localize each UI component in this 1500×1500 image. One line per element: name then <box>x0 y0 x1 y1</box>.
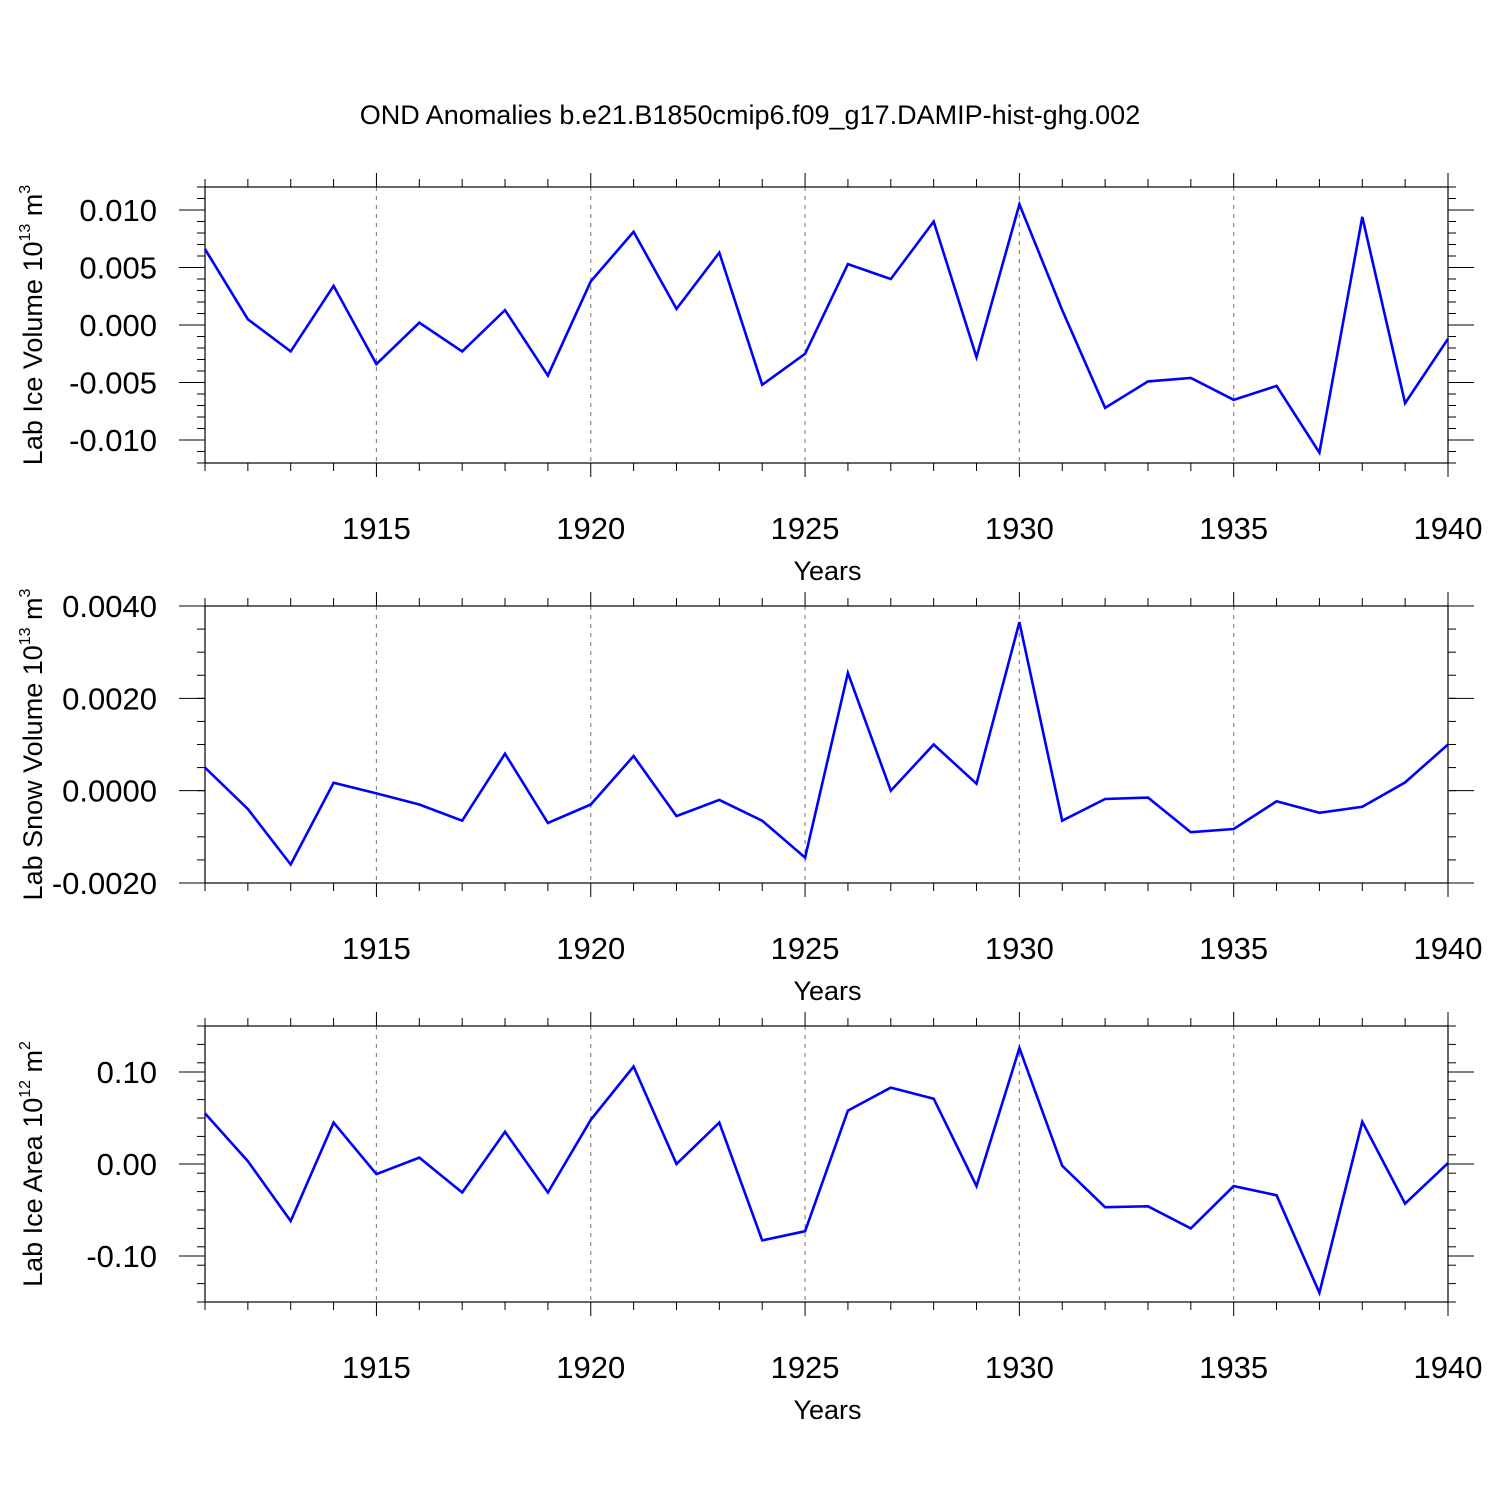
x-axis-title: Years <box>793 1395 861 1425</box>
y-tick-label: 0.000 <box>79 308 157 343</box>
chart-panels: -0.010 -0.005 0.000 0.005 0.010 1915 1920 1925 1… <box>17 173 1482 1425</box>
x-tick-label: 1935 <box>1199 931 1268 966</box>
x-tick-label: 1925 <box>771 1350 840 1385</box>
plot-frame <box>204 1025 1449 1303</box>
y-tick-label: 0.0040 <box>62 589 157 624</box>
y-axis-title: Lab Snow Volume 1013 m3 <box>17 588 48 900</box>
x-tick-label: 1930 <box>985 511 1054 546</box>
y-tick-label: -0.0020 <box>52 866 157 901</box>
x-tick-label: 1935 <box>1199 1350 1268 1385</box>
x-tick-label: 1935 <box>1199 511 1268 546</box>
y-tick-label: 0.10 <box>97 1055 157 1090</box>
y-tick-label: -0.005 <box>69 366 157 401</box>
x-axis-title: Years <box>793 556 861 586</box>
x-tick-label: 1920 <box>556 511 625 546</box>
x-tick-label: 1925 <box>771 931 840 966</box>
x-tick-label: 1915 <box>342 1350 411 1385</box>
series-line <box>204 621 1449 867</box>
x-tick-label: 1940 <box>1414 931 1483 966</box>
x-tick-label: 1920 <box>556 931 625 966</box>
x-tick-label: 1920 <box>556 1350 625 1385</box>
chart-title: OND Anomalies b.e21.B1850cmip6.f09_g17.D… <box>360 100 1140 130</box>
y-tick-label: 0.0000 <box>62 774 157 809</box>
y-axis-title: Lab Ice Volume 1013 m3 <box>17 185 48 465</box>
y-tick-label: -0.010 <box>69 423 157 458</box>
chart-panel-2: -0.0020 0.0000 0.0020 0.0040 1915 1920 1925 193… <box>17 588 1482 1006</box>
chart-panel-3: -0.10 0.00 0.10 1915 1920 1925 1930 1935 1940 Yea… <box>17 1012 1482 1425</box>
plot-frame <box>204 186 1449 464</box>
series-line <box>203 200 1450 457</box>
x-tick-label: 1940 <box>1414 1350 1483 1385</box>
x-tick-label: 1930 <box>985 1350 1054 1385</box>
x-tick-label: 1940 <box>1414 511 1483 546</box>
y-tick-label: 0.00 <box>97 1147 157 1182</box>
series-line <box>204 1044 1449 1297</box>
y-axis-title: Lab Ice Area 1012 m2 <box>17 1041 48 1287</box>
y-tick-label: 0.010 <box>79 193 157 228</box>
x-tick-label: 1925 <box>771 511 840 546</box>
x-tick-label: 1915 <box>342 511 411 546</box>
plot-frame <box>204 605 1449 884</box>
y-tick-label: 0.0020 <box>62 681 157 716</box>
y-tick-label: -0.10 <box>86 1239 157 1274</box>
x-tick-label: 1930 <box>985 931 1054 966</box>
y-tick-label: 0.005 <box>79 251 157 286</box>
x-tick-label: 1915 <box>342 931 411 966</box>
x-axis-title: Years <box>793 976 861 1006</box>
chart-panel-1: -0.010 -0.005 0.000 0.005 0.010 1915 1920 1925 1… <box>17 173 1482 586</box>
